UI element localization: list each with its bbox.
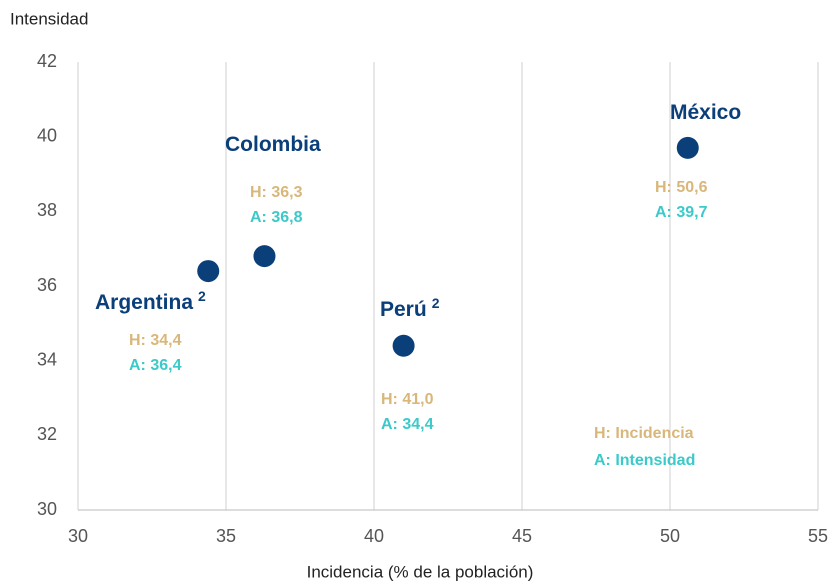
x-tick-label: 55 xyxy=(808,526,828,546)
point-name: Argentina 2 xyxy=(95,288,206,314)
y-tick-label: 38 xyxy=(37,200,57,220)
point xyxy=(253,245,276,268)
x-tick-label: 30 xyxy=(68,526,88,546)
x-value-label: H: 34,4 xyxy=(129,332,182,349)
name-text: Colombia xyxy=(225,133,321,156)
y-tick-label: 36 xyxy=(37,275,57,295)
x-tick-label: 35 xyxy=(216,526,236,546)
x-value-label: H: 36,3 xyxy=(250,184,303,201)
y-value-label: A: 36,4 xyxy=(129,357,182,374)
point-name: Perú 2 xyxy=(380,295,440,321)
y-value-label: A: 36,8 xyxy=(250,209,303,226)
x-axis-label: Incidencia (% de la población) xyxy=(307,562,534,581)
x-tick-label: 45 xyxy=(512,526,532,546)
y-tick-label: 30 xyxy=(37,499,57,519)
y-value-label: A: 39,7 xyxy=(655,204,708,221)
legend-entry: A: Intensidad xyxy=(594,452,695,469)
y-value-label: A: 34,4 xyxy=(381,416,434,433)
x-tick-label: 50 xyxy=(660,526,680,546)
y-tick-label: 34 xyxy=(37,349,57,369)
y-tick-label: 32 xyxy=(37,424,57,444)
y-tick-label: 42 xyxy=(37,51,57,71)
point-name: México xyxy=(670,101,741,124)
point xyxy=(197,260,220,283)
name-text: Argentina xyxy=(95,291,193,314)
name-text: Perú xyxy=(380,298,427,321)
point xyxy=(676,136,699,159)
legend-entry: H: Incidencia xyxy=(594,425,694,442)
x-value-label: H: 50,6 xyxy=(655,179,708,196)
name-text: México xyxy=(670,101,741,124)
point xyxy=(392,334,415,357)
footnote: 2 xyxy=(198,288,206,304)
footnote: 2 xyxy=(432,295,440,311)
x-tick-label: 40 xyxy=(364,526,384,546)
x-value-label: H: 41,0 xyxy=(381,391,434,408)
y-axis-label: Intensidad xyxy=(10,9,88,28)
y-tick-label: 40 xyxy=(37,125,57,145)
point-name: Colombia xyxy=(225,133,321,156)
